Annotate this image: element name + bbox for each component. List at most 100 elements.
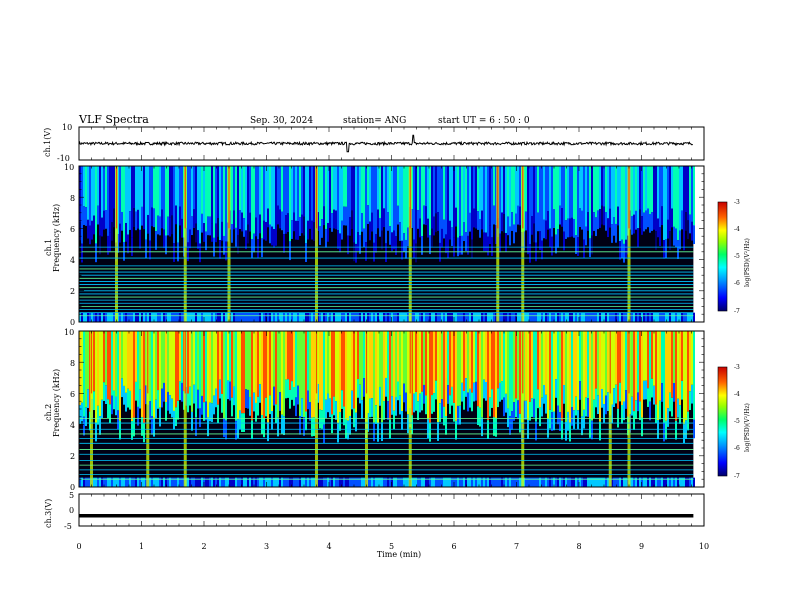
spectrogram-column: [193, 209, 195, 229]
spectrogram-column: [105, 166, 107, 211]
spectrogram-column: [613, 331, 615, 389]
spectrogram-column: [135, 331, 137, 382]
spectrogram-floor: [625, 477, 627, 487]
spectrogram-column: [441, 166, 443, 229]
spectrogram-floor: [253, 312, 255, 322]
spectrogram-column: [437, 422, 439, 441]
spectrogram-floor: [489, 477, 491, 487]
spectrogram-column: [393, 166, 395, 231]
spectrogram-column: [145, 331, 147, 386]
spectrogram-floor: [83, 312, 85, 322]
spectrogram-column: [149, 166, 151, 241]
spectrogram-column: [239, 210, 241, 230]
spectrogram-column: [387, 401, 389, 420]
spectrogram-column: [495, 225, 497, 244]
spectrogram-floor: [639, 477, 641, 487]
spectrogram-column: [107, 399, 109, 419]
spectrogram-column: [489, 166, 491, 226]
spectrogram-column: [583, 239, 585, 259]
spectrogram-floor: [407, 477, 409, 487]
spectrogram-floor: [647, 477, 649, 487]
spectrogram-column: [595, 331, 597, 389]
spectrogram-column: [205, 401, 207, 421]
spectrogram-floor: [287, 312, 289, 322]
spectrogram-floor: [651, 477, 653, 487]
spectrogram-column: [191, 331, 193, 412]
spectrogram-floor: [367, 312, 369, 322]
spectrogram-burst-core: [115, 166, 118, 229]
spectrogram-column: [287, 331, 289, 380]
spectrogram-column: [655, 331, 657, 405]
spectrogram-column: [259, 331, 261, 385]
spectrogram-column: [269, 224, 271, 244]
spectrogram-floor: [551, 312, 553, 322]
spectrogram-column: [199, 408, 201, 428]
spectrogram-column: [543, 166, 545, 220]
spectrogram-column: [529, 243, 531, 263]
spectrogram-column: [297, 331, 299, 386]
spectrogram-column: [473, 208, 475, 228]
spectrogram-column: [273, 386, 275, 406]
spectrogram-column: [605, 331, 607, 396]
spectrogram-column: [689, 214, 691, 234]
spectrogram-floor: [161, 312, 163, 322]
spectrogram-floor: [509, 477, 511, 487]
spectrogram-column: [455, 420, 457, 440]
spectrogram-column: [289, 389, 291, 409]
spectrogram-floor: [563, 477, 565, 487]
spectrogram-column: [103, 166, 105, 211]
spectrogram-column: [247, 389, 249, 409]
spectrogram-column: [175, 407, 177, 427]
spectrogram-floor: [173, 312, 175, 322]
spectrogram-column: [407, 331, 409, 415]
spectrogram-column: [357, 232, 359, 251]
spectrogram-column: [159, 331, 161, 408]
spectrogram-floor: [221, 477, 223, 487]
spectrogram-column: [483, 232, 485, 252]
spectrogram-column: [91, 166, 93, 221]
spectrogram-floor: [187, 477, 189, 487]
spectrogram-column: [459, 405, 461, 425]
spectrogram-floor: [189, 312, 191, 322]
spectrogram-column: [509, 226, 511, 246]
spectrogram-column: [263, 418, 265, 438]
spectrogram-column: [133, 208, 135, 227]
spectrogram-column: [547, 419, 549, 438]
spectrogram-column: [83, 331, 85, 417]
spectrogram-column: [667, 331, 669, 409]
spectrogram-column: [225, 166, 227, 242]
spectrogram-column: [589, 238, 591, 258]
spectrogram-floor: [693, 477, 695, 487]
spectrogram-column: [553, 166, 555, 210]
spectrogram-column: [485, 232, 487, 252]
spectrogram-floor: [173, 477, 175, 487]
spectrogram-column: [557, 166, 559, 230]
spectrogram-column: [105, 210, 107, 229]
spectrogram-column: [515, 213, 517, 233]
spectrogram-column: [343, 206, 345, 226]
spectrogram-column: [647, 208, 649, 228]
spectrogram-column: [473, 331, 475, 383]
spectrogram-floor: [133, 477, 135, 487]
spectrogram-column: [223, 331, 225, 419]
spectrogram-column: [537, 331, 539, 390]
spectrogram-floor: [257, 477, 259, 487]
spectrogram-floor: [541, 477, 543, 487]
spectrogram-floor: [677, 477, 679, 487]
spectrogram-column: [693, 419, 695, 439]
spectrogram-burst: [521, 331, 525, 487]
spectrogram-floor: [473, 312, 475, 322]
spectrogram-column: [681, 210, 683, 230]
spectrogram-column: [329, 331, 331, 399]
spectrogram-floor: [119, 477, 121, 487]
spectrogram-column: [435, 213, 437, 233]
spectrogram-column: [341, 390, 343, 409]
spectrogram-column: [261, 331, 263, 416]
spectrogram-column: [281, 331, 283, 415]
spectrogram-column: [419, 331, 421, 394]
spectrogram-column: [679, 166, 681, 231]
spectrogram-column: [621, 239, 623, 259]
spectrogram-floor: [319, 312, 321, 322]
spectrogram-floor: [683, 477, 685, 487]
ch3-waveform-ticks: [78, 494, 705, 526]
